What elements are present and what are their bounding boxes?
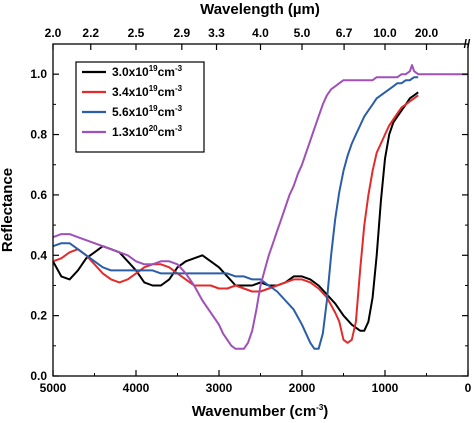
legend-label-4: 1.3x1020cm-3 [112,124,183,139]
y-tick-label: 1.0 [30,67,47,81]
y-tick-label: 0.0 [30,369,47,383]
y-tick-label: 0.2 [30,309,47,323]
series-line-1 [52,91,419,332]
x-tick-label: 2000 [289,381,316,395]
legend-label-2: 3.4x1019cm-3 [112,84,183,99]
x-tick-label: 1000 [372,381,399,395]
x-axis-title-sup: -3 [316,403,324,412]
y-tick-label: 0.4 [30,248,47,262]
x-axis-title-text: Wavenumber (cm [192,403,316,420]
x-axis-title-close: ) [323,403,328,420]
top-tick-label: 2.9 [173,26,190,40]
legend-label-1: 3.0x1019cm-3 [112,64,183,79]
y-tick-label: 0.8 [30,128,47,142]
top-axis-title: Wavelength (µm) [200,1,320,18]
legend-box [75,61,205,153]
axes-layer: 5000 4000 3000 2000 1000 0 0.0 0.2 0.4 0.6 0.8 1.0 2… [30,26,471,395]
top-tick-label: 20.0 [415,26,439,40]
top-tick-label: 2.5 [128,26,145,40]
top-tick-label: 2.0 [45,26,62,40]
x-tick-label: 4000 [123,381,150,395]
legend: 3.0x1019cm-3 3.4x1019cm-3 5.6x1019cm-3 1.3x… [75,61,205,153]
x-tick-label: 3000 [206,381,233,395]
top-tick-label: 5.0 [294,26,311,40]
series-line-4 [52,64,468,350]
series-line-3 [52,76,419,350]
top-axis-break-mark: // [464,37,471,51]
x-axis-title: Wavenumber (cm-3) [192,403,329,420]
legend-label-3: 5.6x1019cm-3 [112,104,183,119]
legend-entries: 3.0x1019cm-3 3.4x1019cm-3 5.6x1019cm-3 1.3x… [82,64,183,139]
top-tick-label: 4.0 [252,26,269,40]
series-layer [52,64,468,350]
x-tick-label: 5000 [40,381,67,395]
y-axis-title: Reflectance [0,168,16,252]
top-tick-label: 3.3 [208,26,225,40]
top-tick-label: 2.2 [82,26,99,40]
y-tick-label: 0.6 [30,188,47,202]
x-tick-label: 0 [465,381,472,395]
top-tick-label: 10.0 [373,26,397,40]
top-tick-label: 6.7 [336,26,353,40]
series-line-2 [52,94,419,344]
